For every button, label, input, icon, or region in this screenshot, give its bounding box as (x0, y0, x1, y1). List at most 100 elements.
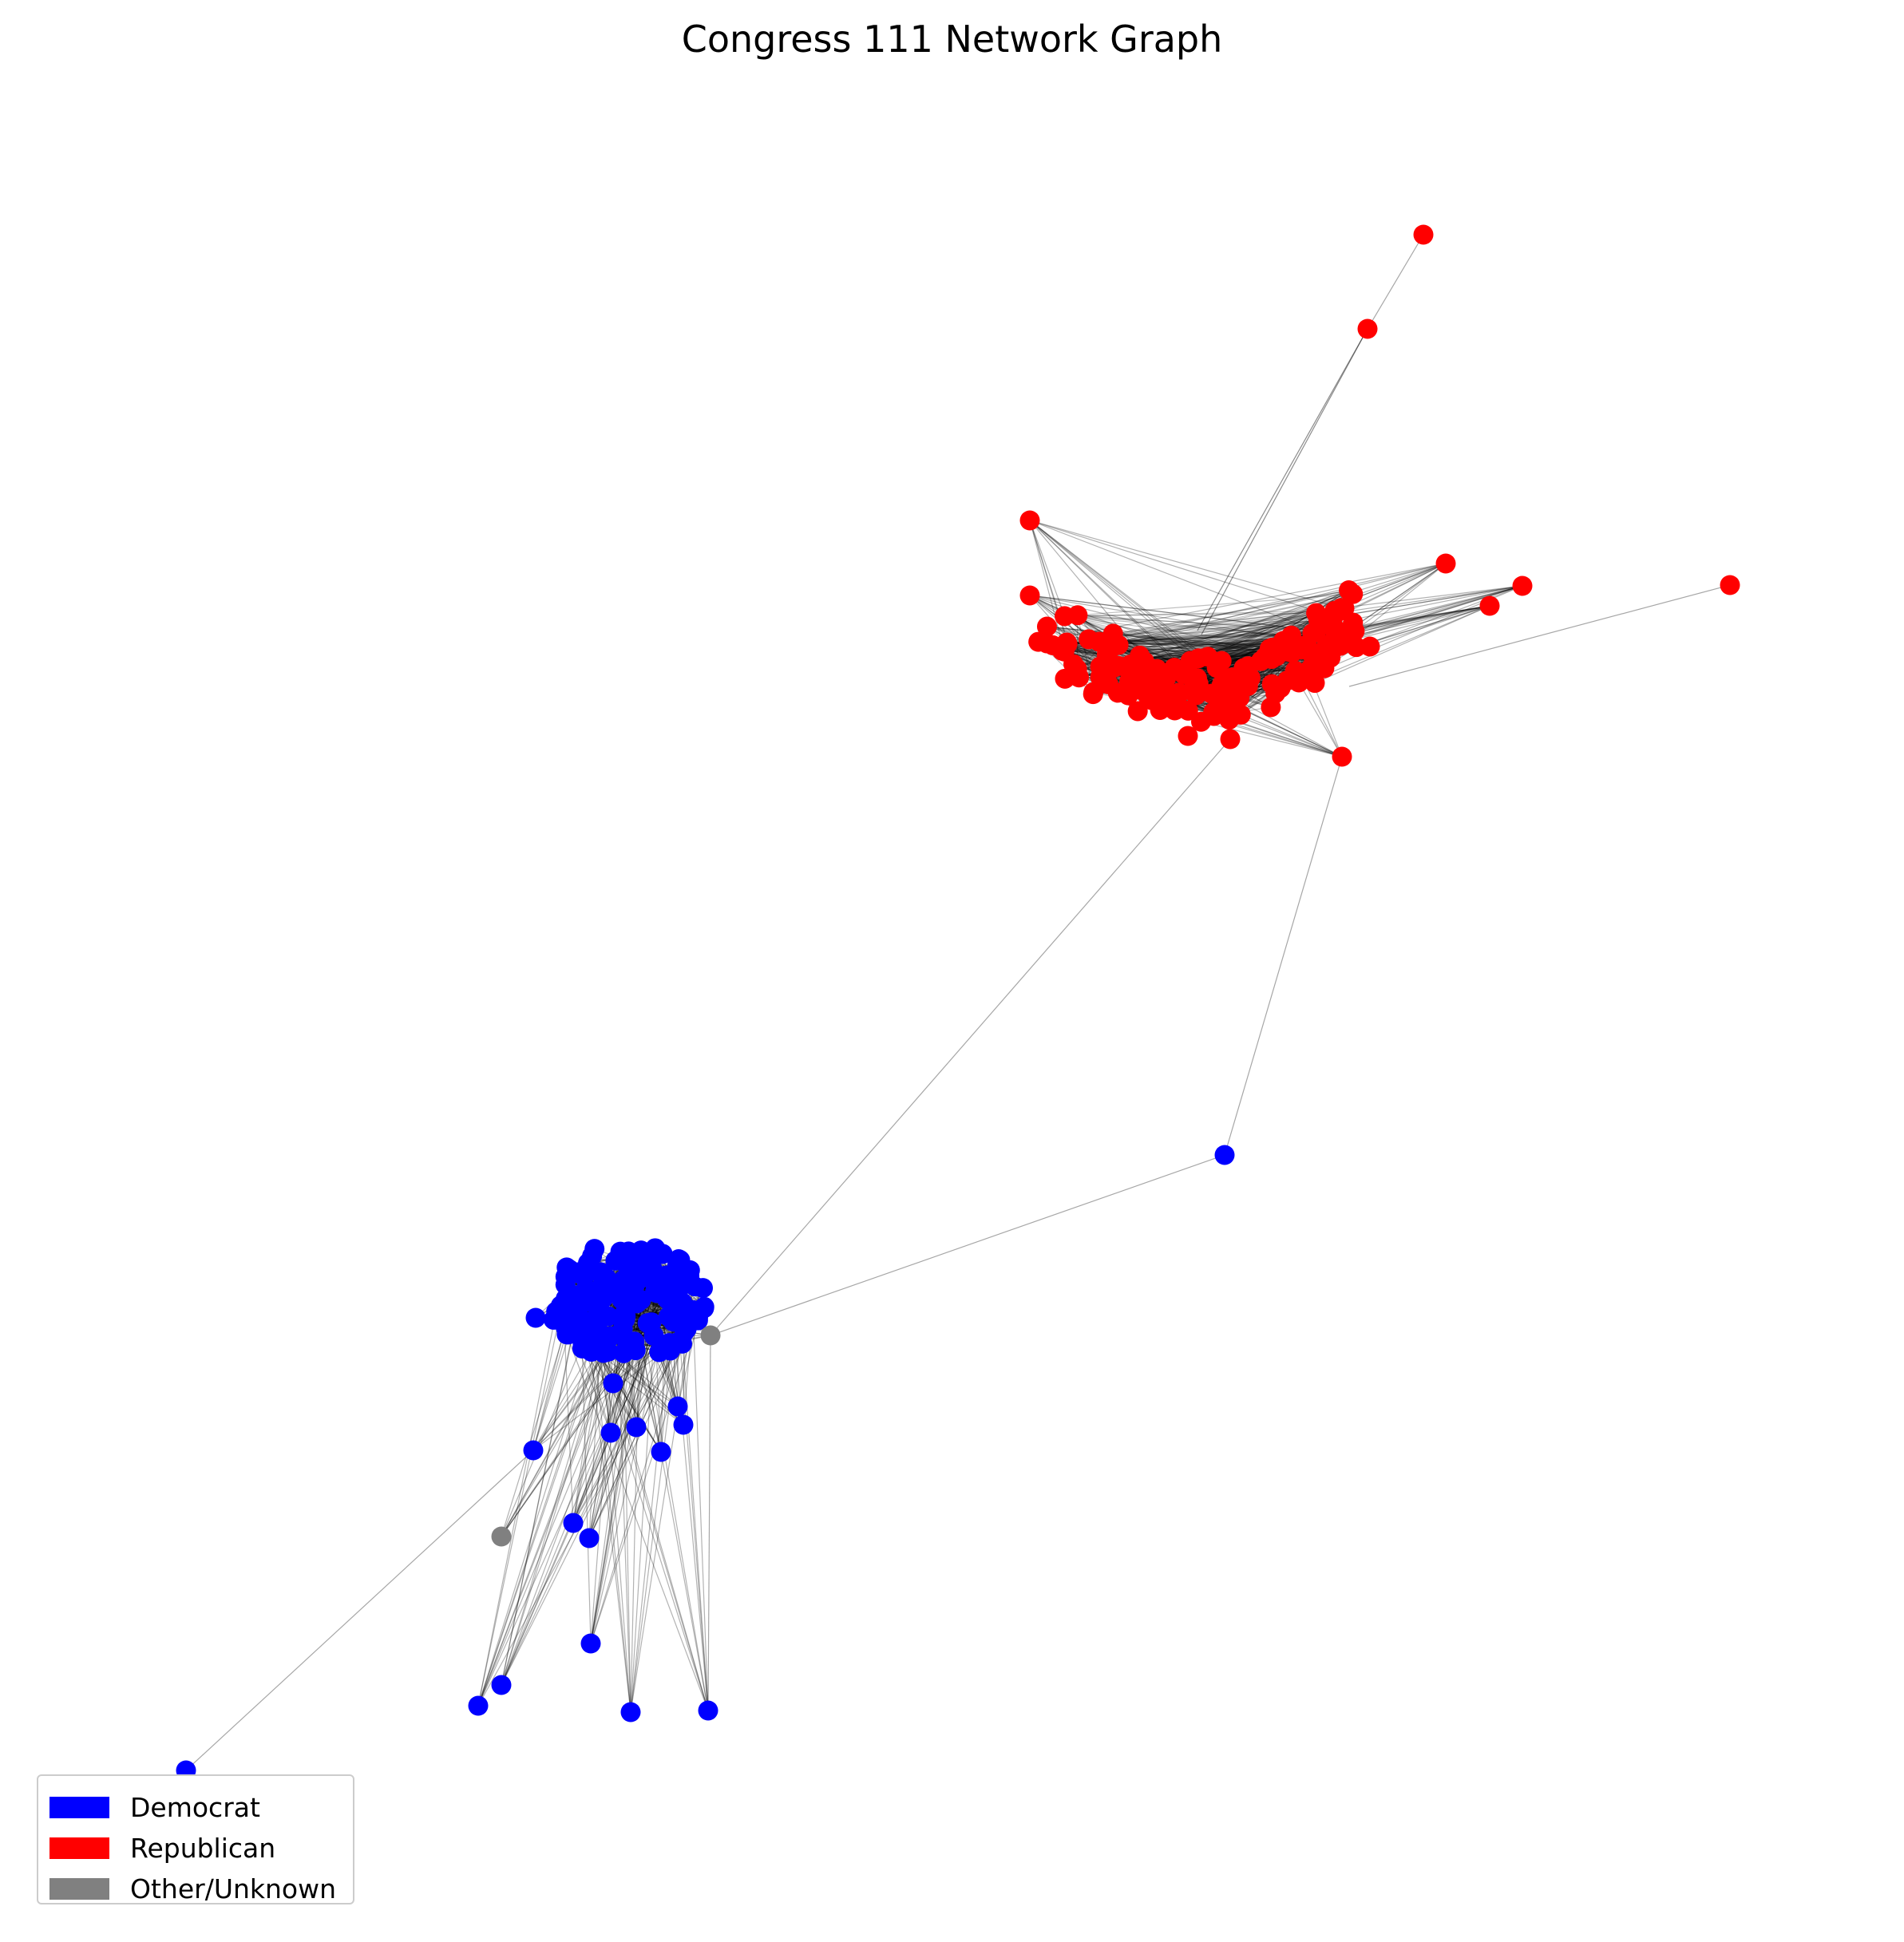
nodes-layer (176, 224, 1740, 1781)
legend: Democrat Republican Other/Unknown (37, 1774, 354, 1904)
edge (532, 1350, 636, 1451)
edge (477, 1292, 619, 1707)
edge (1197, 328, 1368, 631)
edge (623, 1353, 631, 1713)
democrat-node (1214, 1145, 1235, 1165)
democrat-node (605, 1250, 626, 1271)
edge (1047, 585, 1523, 644)
republican-node (1169, 682, 1190, 703)
republican-node (1096, 644, 1117, 665)
democrat-node (577, 1263, 598, 1283)
edge (1029, 520, 1340, 641)
edge (501, 1344, 674, 1686)
edge (1298, 682, 1343, 757)
democrat-node (687, 1310, 708, 1331)
edge (1064, 615, 1277, 657)
chart-title: Congress 111 Network Graph (681, 18, 1223, 61)
edge (501, 1335, 655, 1686)
democrat-node (651, 1442, 671, 1462)
edge (1098, 641, 1289, 653)
edge (1029, 520, 1066, 617)
democrat-node (579, 1528, 600, 1548)
republican-node (1079, 629, 1099, 650)
edge (477, 1311, 557, 1707)
republican-node (1277, 670, 1297, 691)
republican-node (1281, 625, 1302, 646)
democrat-node (559, 1259, 580, 1280)
democrat-node (592, 1307, 612, 1328)
democrat-node (624, 1331, 645, 1352)
democrat-node (603, 1373, 623, 1394)
edge (1201, 328, 1368, 635)
edge (1108, 593, 1353, 645)
edge (501, 1280, 676, 1686)
democrat-node (698, 1700, 718, 1721)
republican-node (1222, 667, 1243, 688)
edge (634, 1341, 662, 1453)
republican-node (1019, 510, 1040, 531)
edge (1029, 520, 1342, 609)
republican-node (1178, 700, 1198, 721)
edge (566, 1334, 709, 1711)
edge (477, 1319, 626, 1707)
republican-node (1413, 224, 1434, 245)
republican-node (1083, 684, 1103, 705)
legend-item-democrat: Democrat (49, 1787, 353, 1828)
republican-node (1720, 575, 1740, 595)
edge (501, 1345, 603, 1686)
edge (501, 1307, 579, 1686)
democrat-node (643, 1243, 664, 1264)
edge (1077, 615, 1317, 632)
democrat-node (491, 1675, 512, 1695)
edge (1064, 610, 1335, 617)
edge (1348, 584, 1731, 687)
edge (501, 1325, 576, 1686)
edge (1314, 605, 1490, 684)
edge (501, 1343, 584, 1537)
edge (1029, 520, 1353, 623)
edges-layer (185, 234, 1731, 1771)
republican-node (1019, 585, 1040, 606)
republican-node (1512, 575, 1533, 596)
edge (477, 1328, 687, 1707)
democrat-node (658, 1306, 679, 1327)
republican-node (1220, 729, 1241, 750)
republican-node (1138, 687, 1159, 708)
democrat-node (656, 1265, 677, 1286)
other-node (491, 1526, 512, 1547)
edge (692, 1310, 709, 1711)
republican-node (1360, 636, 1380, 657)
democrat-node (600, 1422, 621, 1443)
edge (1118, 619, 1319, 646)
edge (630, 1302, 683, 1713)
democrat-node (573, 1327, 594, 1347)
legend-label-democrat: Democrat (130, 1792, 260, 1823)
edge (1029, 520, 1065, 652)
edge (1113, 633, 1277, 657)
democrat-node (558, 1324, 579, 1345)
edge (576, 1295, 709, 1711)
edge (185, 1450, 534, 1771)
edge (1029, 520, 1217, 669)
edge (1113, 633, 1273, 648)
republican-node (1127, 701, 1148, 722)
democrat-node (684, 1276, 705, 1297)
edge (1064, 612, 1316, 617)
edge (1047, 626, 1273, 648)
republican-node (1306, 603, 1327, 623)
republican-node (1343, 612, 1364, 633)
democrat-node (468, 1695, 489, 1716)
edge (590, 1322, 652, 1644)
edge (590, 1310, 694, 1644)
other-node (700, 1325, 721, 1346)
republican-node (1036, 616, 1057, 637)
democrat-node (580, 1633, 601, 1654)
republican-node (1092, 660, 1113, 681)
edge (590, 1317, 699, 1644)
republican-node (1265, 683, 1286, 704)
edge (1130, 607, 1342, 666)
republican-node (1056, 632, 1077, 653)
democrat-node (525, 1307, 546, 1328)
edge (710, 1154, 1225, 1336)
edge (1356, 605, 1490, 648)
